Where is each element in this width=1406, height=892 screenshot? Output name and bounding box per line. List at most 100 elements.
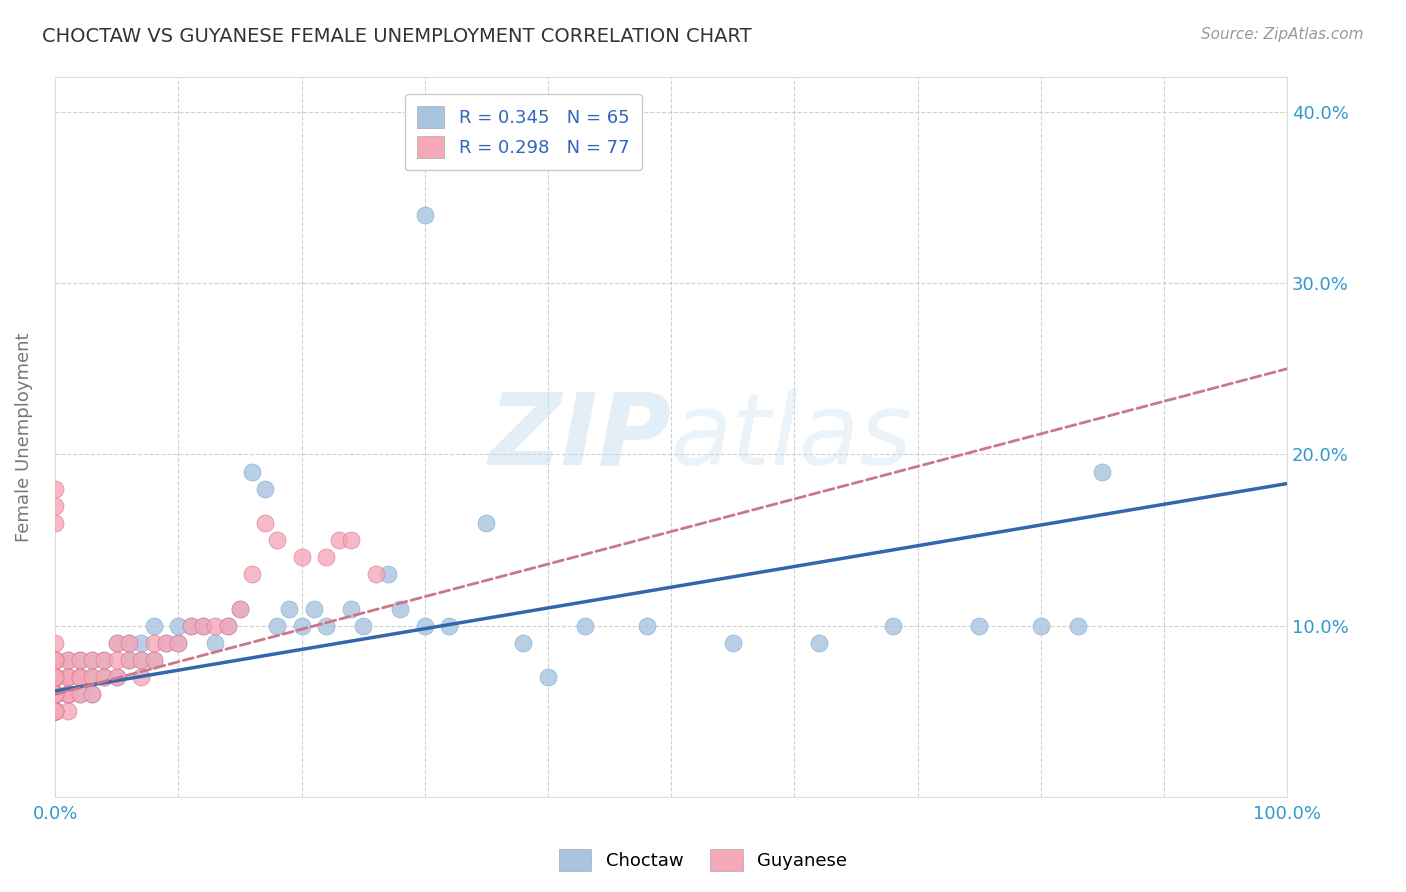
Point (882, 619, 904, 633)
Point (82, 687, 104, 701)
Point (82, 670, 104, 684)
Point (142, 619, 165, 633)
Text: CHOCTAW VS GUYANESE FEMALE UNEMPLOYMENT CORRELATION CHART: CHOCTAW VS GUYANESE FEMALE UNEMPLOYMENT … (42, 27, 752, 45)
Point (44, 653, 66, 667)
Point (44, 705, 66, 719)
Point (44, 687, 66, 701)
Point (180, 619, 202, 633)
Point (240, 567, 263, 582)
Point (118, 636, 141, 650)
Y-axis label: Female Unemployment: Female Unemployment (15, 333, 32, 542)
Point (721, 636, 744, 650)
Text: ZIP: ZIP (488, 389, 671, 486)
Legend: R = 0.345   N = 65, R = 0.298   N = 77: R = 0.345 N = 65, R = 0.298 N = 77 (405, 94, 643, 170)
Point (44, 670, 66, 684)
Point (44, 670, 66, 684)
Point (340, 533, 363, 548)
Point (69, 687, 91, 701)
Legend: Choctaw, Guyanese: Choctaw, Guyanese (551, 842, 855, 879)
Text: Source: ZipAtlas.com: Source: ZipAtlas.com (1201, 27, 1364, 42)
Point (315, 550, 337, 565)
Point (44, 705, 66, 719)
Point (44, 687, 66, 701)
Point (44, 670, 66, 684)
Point (217, 619, 239, 633)
Point (105, 653, 128, 667)
Point (44, 705, 66, 719)
Point (364, 567, 387, 582)
Point (118, 636, 141, 650)
Point (377, 567, 399, 582)
Point (44, 516, 66, 530)
Point (512, 636, 534, 650)
Point (44, 653, 66, 667)
Point (217, 619, 239, 633)
Point (44, 653, 66, 667)
Point (56, 687, 79, 701)
Point (253, 482, 276, 496)
Point (105, 636, 128, 650)
Point (229, 601, 252, 615)
Point (69, 687, 91, 701)
Point (56, 670, 79, 684)
Point (155, 636, 177, 650)
Point (229, 601, 252, 615)
Point (118, 653, 141, 667)
Point (240, 465, 263, 479)
Point (93, 653, 115, 667)
Point (56, 687, 79, 701)
Point (69, 670, 91, 684)
Point (253, 516, 276, 530)
Point (302, 601, 325, 615)
Point (167, 636, 190, 650)
Point (574, 619, 596, 633)
Point (105, 670, 128, 684)
Point (142, 653, 165, 667)
Point (167, 619, 190, 633)
Point (44, 670, 66, 684)
Text: atlas: atlas (671, 389, 912, 486)
Point (44, 670, 66, 684)
Point (56, 653, 79, 667)
Point (142, 636, 165, 650)
Point (69, 653, 91, 667)
Point (44, 670, 66, 684)
Point (69, 653, 91, 667)
Point (1091, 465, 1114, 479)
Point (413, 208, 436, 222)
Point (389, 601, 412, 615)
Point (44, 705, 66, 719)
Point (56, 687, 79, 701)
Point (105, 636, 128, 650)
Point (44, 687, 66, 701)
Point (44, 687, 66, 701)
Point (44, 687, 66, 701)
Point (44, 653, 66, 667)
Point (44, 705, 66, 719)
Point (93, 653, 115, 667)
Point (44, 653, 66, 667)
Point (266, 619, 288, 633)
Point (44, 687, 66, 701)
Point (44, 653, 66, 667)
Point (44, 687, 66, 701)
Point (315, 619, 337, 633)
Point (636, 619, 658, 633)
Point (44, 687, 66, 701)
Point (131, 653, 153, 667)
Point (44, 636, 66, 650)
Point (56, 705, 79, 719)
Point (44, 499, 66, 513)
Point (167, 636, 190, 650)
Point (44, 670, 66, 684)
Point (155, 636, 177, 650)
Point (105, 670, 128, 684)
Point (44, 670, 66, 684)
Point (118, 653, 141, 667)
Point (44, 687, 66, 701)
Point (352, 619, 374, 633)
Point (807, 636, 830, 650)
Point (191, 619, 214, 633)
Point (44, 687, 66, 701)
Point (131, 636, 153, 650)
